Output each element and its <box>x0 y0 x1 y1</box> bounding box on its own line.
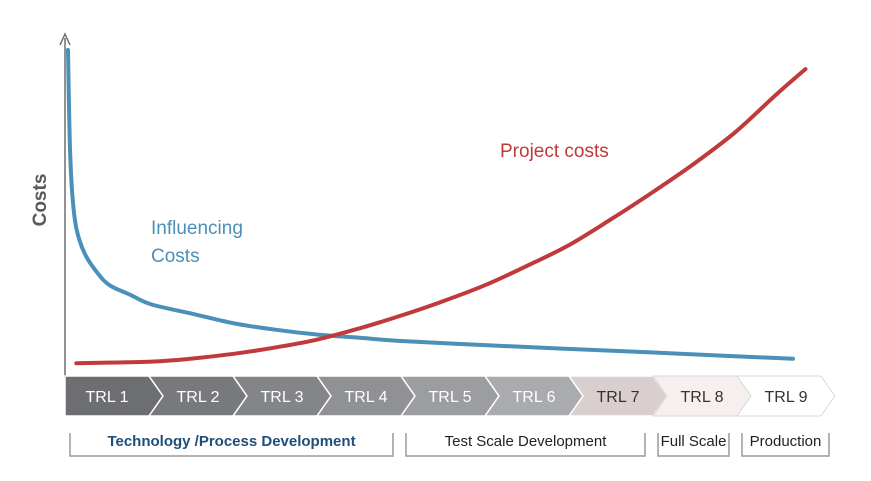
trl-label-4: TRL 4 <box>345 389 388 406</box>
y-axis-label: Costs <box>30 174 51 227</box>
trl-label-6: TRL 6 <box>513 389 556 406</box>
phase-label-4: Production <box>750 433 822 450</box>
y-axis-arrow <box>59 32 71 46</box>
trl-label-5: TRL 5 <box>429 389 472 406</box>
trl-label-1: TRL 1 <box>86 389 129 406</box>
phase-bracket-3 <box>657 433 730 457</box>
trl-label-9: TRL 9 <box>765 389 808 406</box>
phase-bracket-2 <box>405 433 646 457</box>
trl-chevron-band: TRL 1 TRL 2 TRL 3 TRL 4 TRL 5 TRL 6 TRL 7 TRL 8… <box>64 375 836 417</box>
trl-label-2: TRL 2 <box>177 389 220 406</box>
trl-label-7: TRL 7 <box>597 389 640 406</box>
influencing-costs-label-line1: Influencing <box>151 218 243 239</box>
series-layer <box>66 48 808 366</box>
influencing-costs-label-line2: Costs <box>151 246 200 267</box>
phase-brackets: Technology /Process Development Test Scal… <box>69 433 830 457</box>
project-costs-label: Project costs <box>500 141 609 162</box>
trl-chevron-9 <box>736 375 836 417</box>
axes <box>59 32 71 378</box>
project-costs-line <box>74 67 808 366</box>
phase-bracket-1 <box>69 433 394 457</box>
phase-label-3: Full Scale <box>661 433 727 450</box>
influencing-costs-line <box>66 48 795 361</box>
trl-label-3: TRL 3 <box>261 389 304 406</box>
trl-label-8: TRL 8 <box>681 389 724 406</box>
phase-label-2: Test Scale Development <box>445 433 608 450</box>
phase-bracket-4 <box>741 433 830 457</box>
phase-label-1: Technology /Process Development <box>107 433 355 450</box>
